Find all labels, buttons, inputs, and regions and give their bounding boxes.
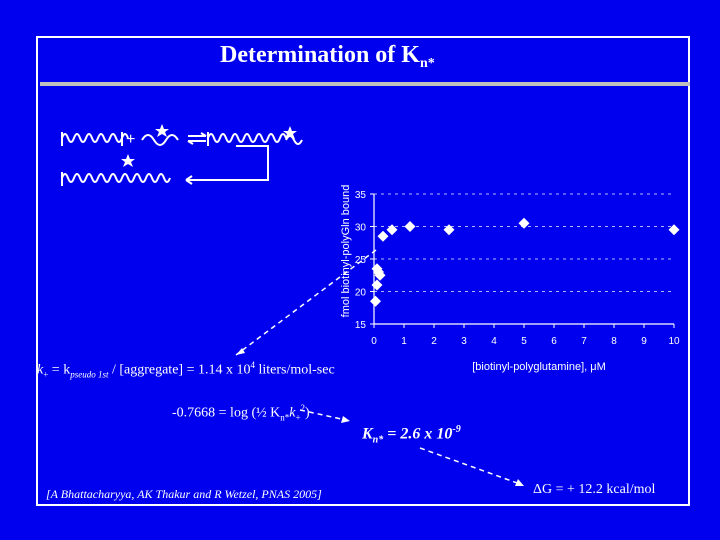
arrowhead-result: [341, 416, 350, 423]
x-tick-label: 2: [431, 336, 437, 347]
y-tick-label: 15: [355, 320, 367, 331]
citation: [A Bhattacharyya, AK Thakur and R Wetzel…: [46, 487, 322, 501]
plus-sign: +: [126, 131, 135, 148]
y-tick-label: 25: [355, 255, 367, 266]
y-tick-label: 20: [355, 288, 367, 299]
arrowhead-eq1: [236, 348, 245, 355]
data-point: [518, 217, 530, 229]
x-tick-label: 1: [401, 336, 407, 347]
data-point: [443, 224, 455, 236]
x-tick-label: 5: [521, 336, 527, 347]
data-point: [668, 224, 680, 236]
title-underline: [40, 82, 690, 86]
delta-g-value: ΔG = + 12.2 kcal/mol: [533, 482, 656, 497]
slide-title: Determination of Kn*: [220, 42, 435, 71]
x-tick-label: 6: [551, 336, 557, 347]
data-point: [377, 230, 389, 242]
y-tick-label: 30: [355, 223, 367, 234]
dashed-arrow-to-result: [299, 409, 347, 421]
biotin-star-3: [121, 154, 135, 167]
x-tick-label: 10: [668, 336, 680, 347]
x-tick-label: 9: [641, 336, 647, 347]
kn-result: Kn* = 2.6 x 10-9: [362, 424, 461, 446]
biotin-star-1: [155, 124, 169, 137]
data-point: [370, 295, 381, 307]
log-equation: -0.7668 = log (½ Kn*k+2): [172, 403, 310, 423]
arrowhead-deltaG: [515, 479, 524, 486]
data-point: [371, 279, 383, 291]
data-point: [404, 221, 416, 232]
x-tick-label: 3: [461, 336, 467, 347]
data-point: [374, 269, 386, 281]
data-point: [386, 224, 398, 236]
x-tick-label: 7: [581, 336, 587, 347]
rate-equation: k+ = kpseudo 1st / [aggregate] = 1.14 x …: [37, 360, 335, 380]
return-arrow: [185, 145, 269, 185]
equilibrium-arrows: [187, 132, 207, 145]
y-axis-label: fmol biotinyl-polyGln bound: [340, 185, 352, 318]
y-tick-label: 35: [355, 190, 367, 201]
dashed-arrow-to-eq1: [235, 249, 377, 356]
polyglutamine-aggregate-3: [61, 172, 171, 186]
free-peptide: [141, 134, 179, 146]
slide-frame: [36, 36, 690, 506]
x-axis-label: [biotinyl-polyglutamine], μM: [472, 361, 606, 373]
polyglutamine-aggregate-2: [207, 132, 287, 146]
biotin-star-2: [283, 126, 297, 139]
x-tick-label: 4: [491, 336, 497, 347]
polyglutamine-aggregate-1: [61, 132, 129, 146]
x-tick-label: 8: [611, 336, 617, 347]
x-tick-label: 0: [371, 336, 377, 347]
